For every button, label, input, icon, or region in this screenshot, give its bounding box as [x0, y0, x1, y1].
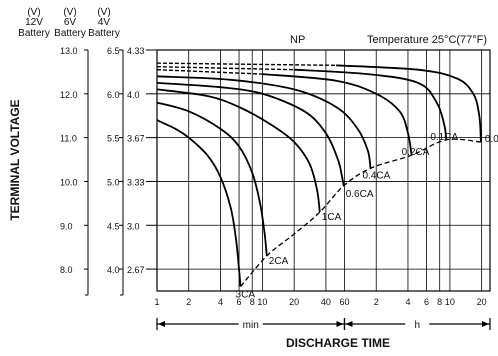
y-axis-unit: (V)	[97, 7, 110, 18]
curve-label-3ca: 3CA	[236, 290, 256, 301]
curve-label-0-4ca: 0.4CA	[363, 170, 391, 181]
x-tick-label: 2	[186, 297, 191, 307]
y-axis-sub: Battery	[54, 28, 86, 39]
y-tick-label: 5.5	[107, 134, 120, 144]
curve-line	[336, 64, 482, 143]
x-tick-label: 10	[257, 297, 267, 307]
curve-line-dashed	[156, 69, 263, 75]
y-axis-sub: Battery	[88, 28, 120, 39]
curve-label-2ca: 2CA	[269, 256, 289, 267]
curve-0-05ca	[156, 62, 482, 143]
y-tick-label: 3.33	[127, 177, 145, 187]
curve-line-dashed	[156, 62, 337, 66]
y-tick-label: 4.33	[127, 46, 145, 56]
temperature-annotation: Temperature 25°C(77°F)	[367, 34, 487, 46]
x-tick-label: 1	[154, 297, 159, 307]
span-arrow	[158, 321, 165, 327]
y-tick-label: 10.0	[60, 177, 78, 187]
curve-line	[156, 88, 321, 213]
y-axis-name: 12V	[25, 17, 43, 28]
x-tick-label: 2	[374, 297, 379, 307]
discharge-curves	[156, 62, 482, 287]
y-tick-label: 6.0	[107, 90, 120, 100]
x-unit-span-min: min	[156, 317, 346, 331]
span-label-bg	[238, 317, 263, 330]
curve-label-0-6ca: 0.6CA	[346, 189, 374, 200]
y-axis-name: 4V	[98, 17, 111, 28]
x-tick-label: 60	[339, 297, 349, 307]
curve-0-6ca	[156, 82, 345, 186]
x-tick-label: 8	[437, 297, 442, 307]
y-tick-label: 3.0	[127, 221, 140, 231]
x-tick-label: 4	[218, 297, 223, 307]
curve-line	[156, 119, 242, 287]
y-tick-label: 3.67	[127, 134, 145, 144]
span-label-bg	[405, 317, 430, 330]
endpoint-curve-group	[240, 138, 481, 288]
y-tick-label: 4.0	[127, 90, 140, 100]
y-axes: (V)12VBattery8.09.010.011.012.013.0(V)6V…	[18, 7, 157, 296]
curve-label-1ca: 1CA	[322, 212, 342, 223]
endpoint-curve	[240, 138, 481, 288]
curve-line	[262, 73, 413, 156]
y-tick-label: 6.5	[107, 46, 120, 56]
y-tick-label: 4.0	[107, 265, 120, 275]
curve-label-0-05ca: 0.05CA	[485, 134, 498, 145]
plot-border	[156, 49, 491, 292]
x-tick-label: 6	[237, 297, 242, 307]
span-arrow	[336, 321, 344, 327]
y-tick-label: 4.5	[107, 221, 120, 231]
span-label: h	[414, 320, 420, 331]
y-tick-label: 12.0	[60, 90, 78, 100]
y-tick-label: 2.67	[127, 265, 145, 275]
curve-0-2ca	[156, 69, 413, 156]
y-tick-label: 5.0	[107, 177, 120, 187]
chart-title: NP	[290, 34, 305, 46]
curve-0-1ca	[156, 66, 448, 140]
curve-line	[156, 101, 268, 256]
y-tick-label: 8.0	[60, 265, 73, 275]
x-tick-label: 4	[405, 297, 410, 307]
x-unit-span-h: h	[343, 317, 491, 331]
y-axis-unit: (V)	[63, 7, 76, 18]
span-arrow	[345, 321, 353, 327]
curve-line	[156, 75, 372, 169]
x-tick-label: 6	[424, 297, 429, 307]
span-arrow	[482, 321, 489, 327]
y-axis-name: 6V	[64, 17, 77, 28]
curve-line-dashed	[156, 66, 295, 71]
y-tick-label: 9.0	[60, 221, 73, 231]
x-tick-label: 40	[321, 297, 331, 307]
x-tick-label: 10	[445, 297, 455, 307]
curve-label-0-2ca: 0.2CA	[402, 147, 430, 158]
x-tick-label: 8	[250, 297, 255, 307]
y-axis-label: TERMINAL VOLTAGE	[8, 99, 22, 220]
curve-2ca	[156, 101, 268, 256]
span-label: min	[243, 320, 259, 331]
curve-line	[156, 82, 345, 186]
x-axis-label: DISCHARGE TIME	[286, 336, 390, 350]
y-axis-unit: (V)	[27, 7, 40, 18]
curve-line	[294, 68, 448, 140]
curve-label-0-1ca: 0.1CA	[430, 132, 458, 143]
plot-frame	[156, 49, 491, 292]
curve-3ca	[156, 119, 242, 287]
y-axis-sub: Battery	[18, 28, 50, 39]
y-tick-label: 11.0	[60, 134, 77, 144]
y-tick-label: 13.0	[60, 46, 78, 56]
curve-0-4ca	[156, 75, 372, 169]
curve-1ca	[156, 88, 321, 213]
x-tick-label: 20	[289, 297, 299, 307]
x-tick-label: 20	[477, 297, 487, 307]
